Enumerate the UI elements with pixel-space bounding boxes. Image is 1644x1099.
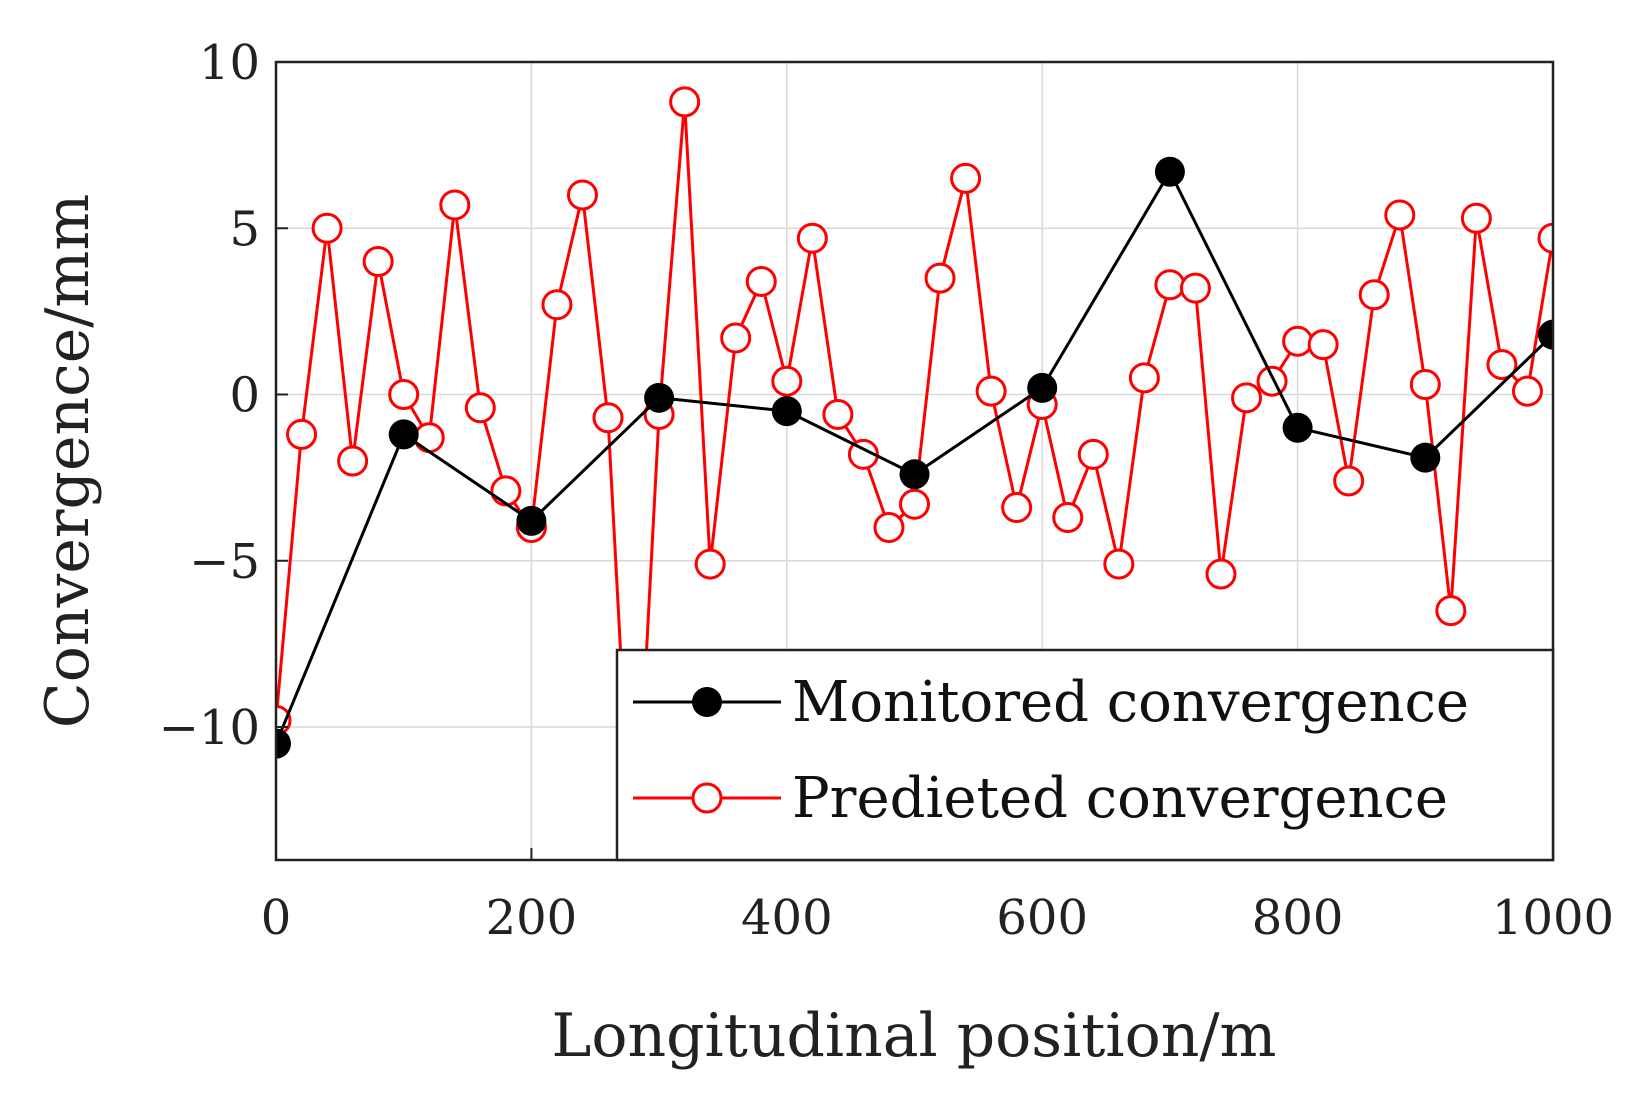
data-point-predicted bbox=[745, 265, 777, 297]
legend-label-predicted: Predieted convergence bbox=[792, 766, 1448, 831]
x-tick-label: 200 bbox=[486, 890, 578, 946]
legend-box bbox=[615, 648, 1555, 862]
data-point-predicted bbox=[620, 879, 648, 907]
data-point-monitored bbox=[276, 728, 291, 759]
data-point-predicted bbox=[1001, 492, 1033, 524]
data-point-predicted bbox=[1511, 375, 1543, 407]
data-point-predicted bbox=[1256, 365, 1288, 397]
data-point-predicted bbox=[1358, 279, 1390, 311]
data-point-monitored bbox=[388, 419, 419, 450]
data-point-predicted bbox=[1333, 465, 1365, 497]
data-point-monitored bbox=[1027, 372, 1058, 403]
data-point-predicted bbox=[337, 445, 369, 477]
data-point-predicted bbox=[592, 402, 624, 434]
legend: Monitored convergence Predieted converge… bbox=[615, 648, 1555, 862]
data-point-predicted bbox=[413, 422, 445, 454]
data-point-monitored bbox=[644, 382, 675, 413]
y-axis-title: Convergence/mm bbox=[33, 194, 103, 728]
data-point-predicted bbox=[362, 246, 394, 277]
y-tick-label: −10 bbox=[159, 700, 260, 756]
data-point-predicted bbox=[975, 375, 1007, 407]
data-point-predicted bbox=[669, 86, 701, 118]
data-point-predicted bbox=[464, 392, 496, 424]
data-point-predicted bbox=[1282, 325, 1314, 357]
x-axis-title: Longitudinal position/m bbox=[552, 1001, 1277, 1071]
data-point-predicted bbox=[720, 322, 752, 354]
legend-marker-monitored bbox=[692, 687, 722, 717]
data-point-predicted bbox=[1384, 199, 1416, 231]
data-point-monitored bbox=[771, 396, 802, 427]
data-point-monitored bbox=[1282, 412, 1313, 443]
data-point-predicted bbox=[694, 548, 726, 580]
data-point-monitored bbox=[1154, 156, 1185, 187]
x-tick-label: 400 bbox=[741, 890, 833, 946]
data-point-predicted bbox=[439, 189, 471, 221]
data-point-predicted bbox=[1537, 222, 1553, 254]
x-tick-label: 800 bbox=[1252, 890, 1344, 946]
data-point-predicted bbox=[822, 398, 854, 430]
y-tick-label: 10 bbox=[199, 35, 260, 91]
data-point-predicted bbox=[1154, 269, 1186, 301]
legend-label-monitored: Monitored convergence bbox=[792, 670, 1469, 735]
data-point-predicted bbox=[1486, 349, 1518, 381]
data-point-monitored bbox=[899, 459, 930, 490]
data-point-predicted bbox=[796, 222, 828, 254]
data-point-predicted bbox=[541, 289, 573, 321]
data-point-predicted bbox=[1077, 438, 1109, 470]
data-point-predicted bbox=[311, 212, 343, 244]
data-point-predicted bbox=[771, 365, 803, 397]
series-monitored bbox=[276, 156, 1553, 759]
data-point-predicted bbox=[1103, 548, 1135, 580]
data-point-monitored bbox=[1410, 442, 1441, 473]
data-point-predicted bbox=[1128, 362, 1160, 394]
data-point-predicted bbox=[1435, 595, 1467, 627]
data-point-predicted bbox=[873, 512, 905, 543]
data-point-predicted bbox=[286, 418, 318, 450]
series-predicted bbox=[276, 86, 1553, 907]
data-point-predicted bbox=[924, 262, 956, 294]
legend-marker-predicted bbox=[691, 782, 723, 814]
data-point-monitored bbox=[1538, 319, 1553, 350]
y-tick-label: −5 bbox=[189, 534, 260, 590]
data-point-predicted bbox=[950, 162, 982, 194]
data-point-predicted bbox=[1205, 558, 1237, 590]
data-point-predicted bbox=[490, 475, 522, 507]
data-point-predicted bbox=[566, 179, 598, 211]
data-point-predicted bbox=[899, 488, 930, 520]
data-point-predicted bbox=[1307, 329, 1339, 361]
x-tick-label: 1000 bbox=[1492, 890, 1614, 946]
x-tick-label: 0 bbox=[261, 890, 292, 946]
data-point-predicted bbox=[1231, 382, 1263, 414]
data-point-predicted bbox=[1409, 369, 1441, 401]
data-point-predicted bbox=[1179, 272, 1211, 304]
y-tick-label: 5 bbox=[229, 201, 260, 257]
x-tick-label: 600 bbox=[996, 890, 1088, 946]
data-point-monitored bbox=[516, 505, 547, 536]
axis-ticks: 0 200 400 600 800 1000 10 5 0 −5 −10 bbox=[159, 35, 1614, 946]
y-tick-label: 0 bbox=[229, 368, 260, 424]
data-point-predicted bbox=[1460, 202, 1492, 234]
series-layer bbox=[276, 86, 1553, 907]
data-point-predicted bbox=[1052, 502, 1084, 534]
data-point-predicted bbox=[388, 379, 420, 410]
